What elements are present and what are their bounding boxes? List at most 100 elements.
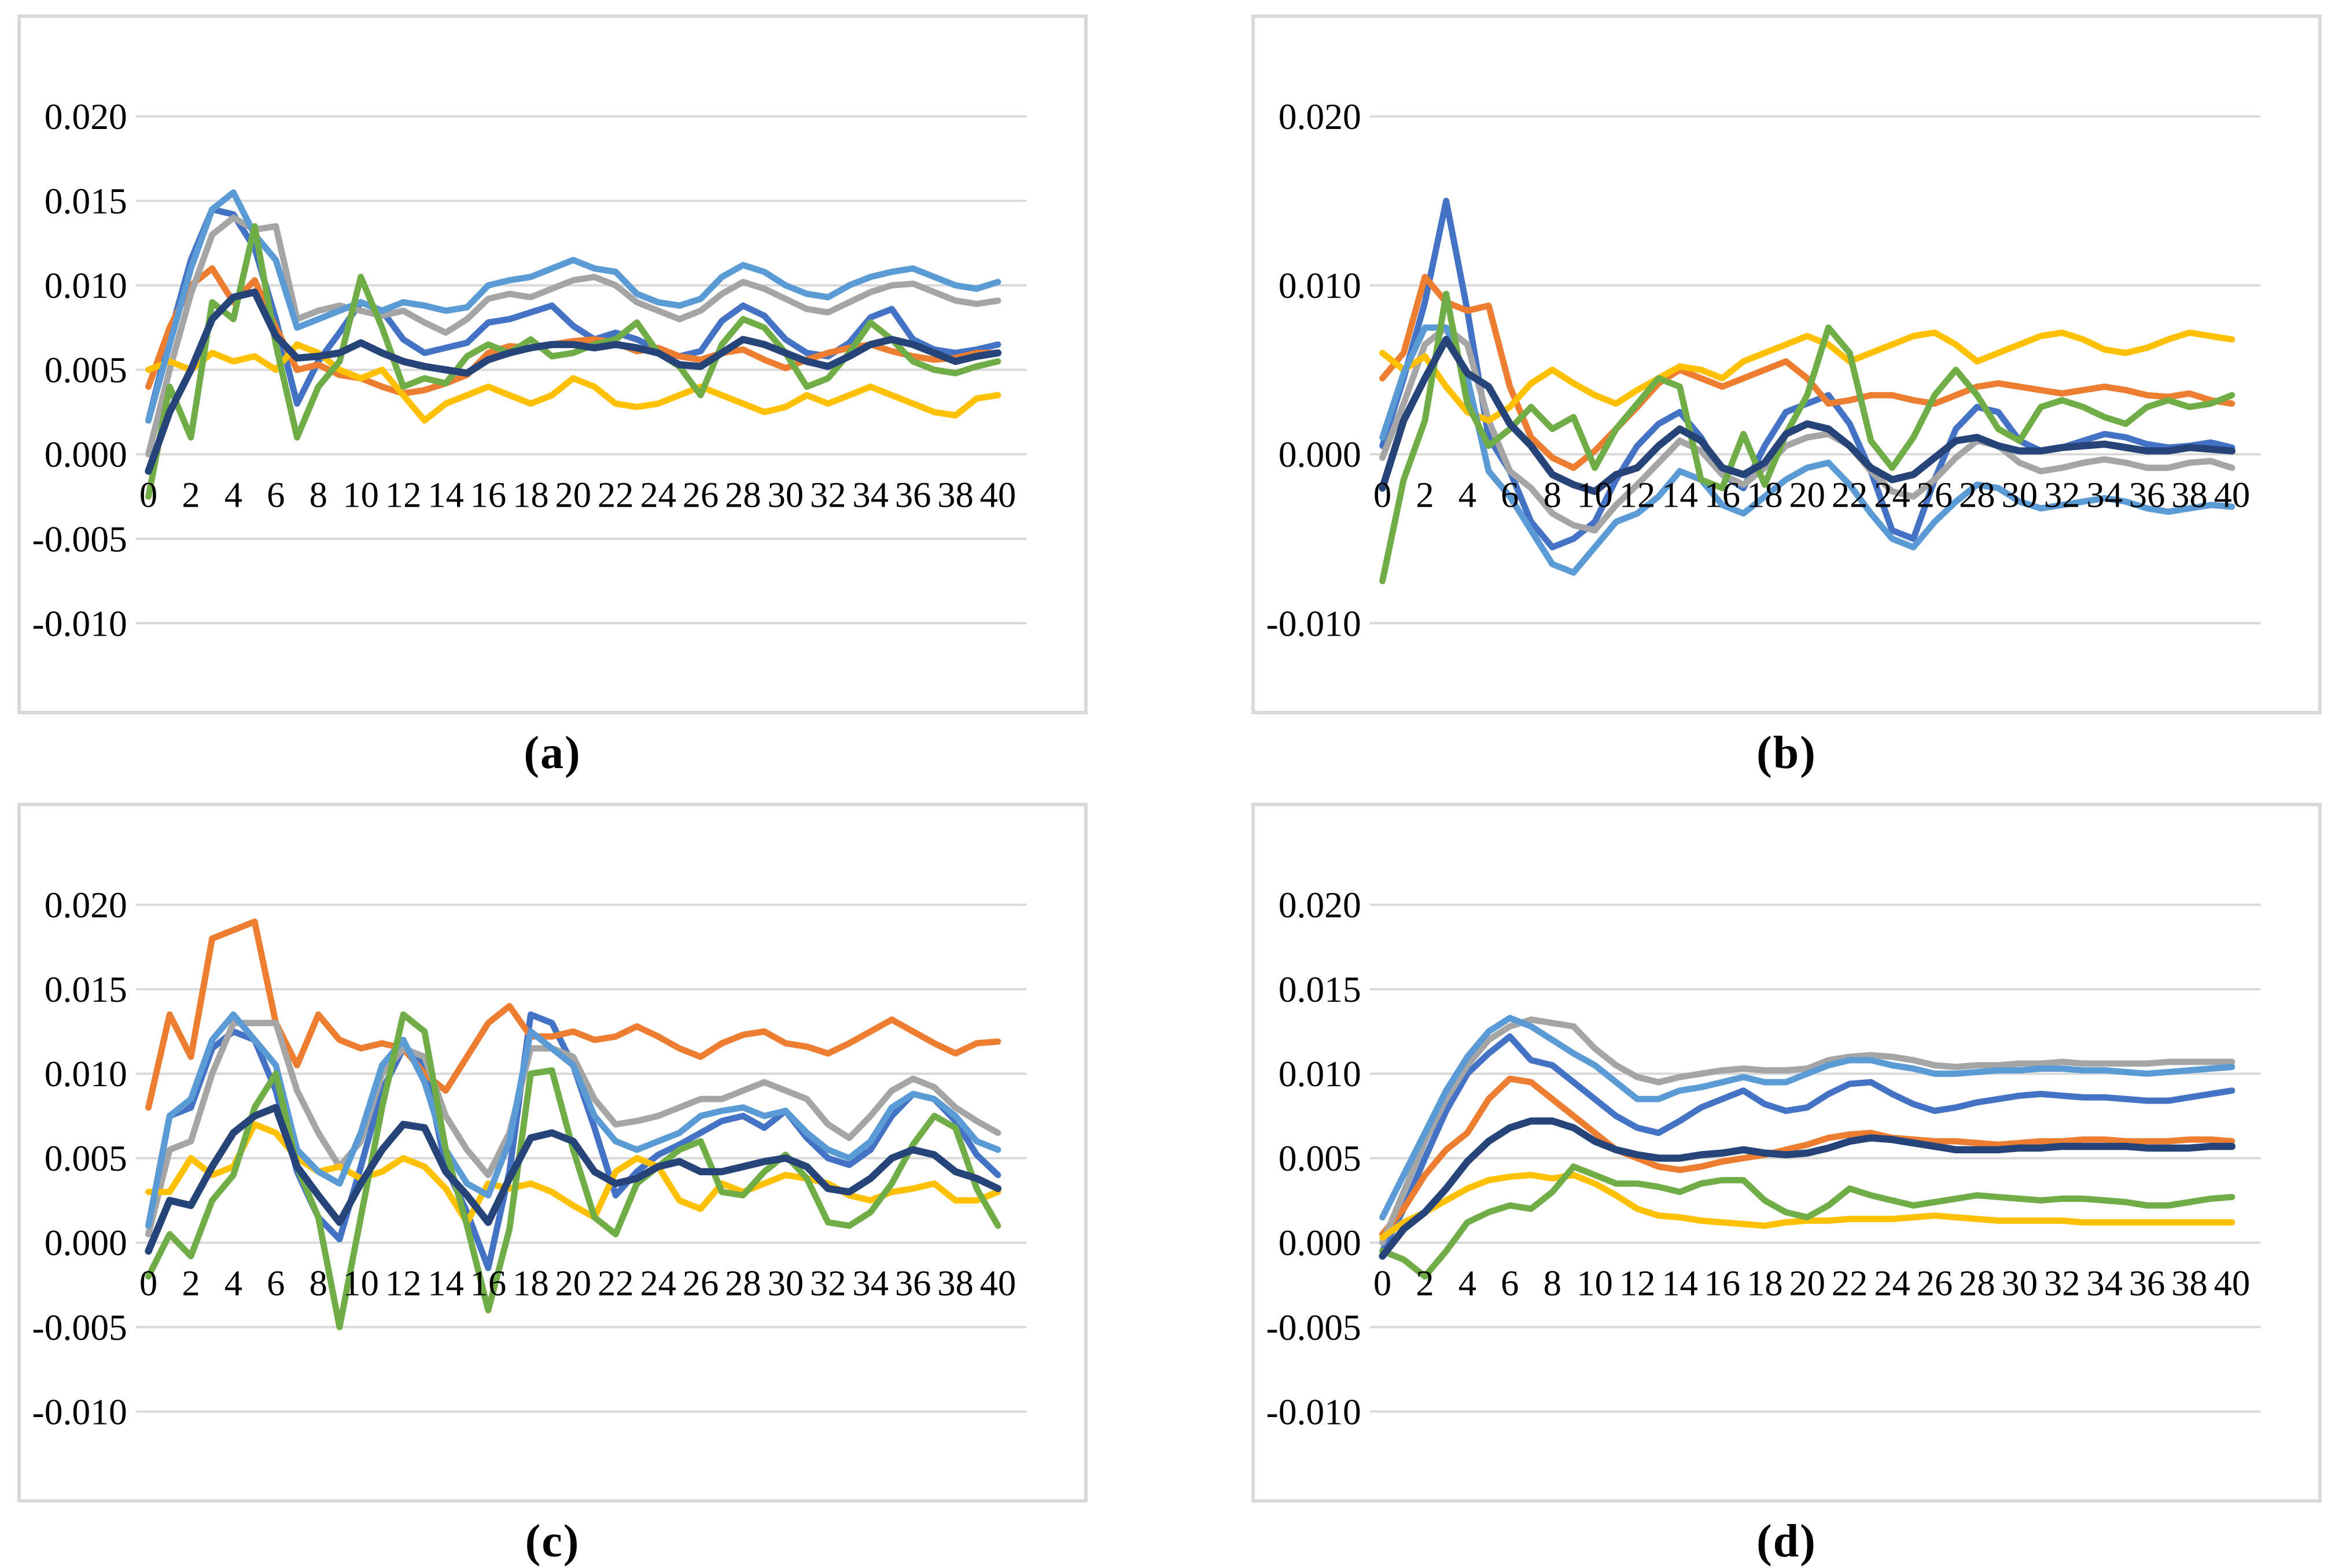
- y-tick-label: -0.010: [1266, 603, 1361, 644]
- x-tick-label: 26: [683, 1263, 719, 1304]
- series-line-navy: [145, 1104, 1002, 1255]
- x-tick-label: 24: [1874, 475, 1910, 515]
- series-line-light-blue: [1379, 1014, 2235, 1221]
- x-axis-labels: 0 2 4 6 8 10 12 14 16 18 20 22 24 26 28 30 32 34 36 38 40: [1373, 1263, 2250, 1304]
- x-tick-label: 14: [1662, 1263, 1698, 1304]
- x-axis-labels: 0 2 4 6 8 10 12 14 16 18 20 22 24 26 28 30 32 34 36 38 40: [139, 475, 1016, 515]
- y-axis-labels: 0.020 0.010 0.000 -0.010: [1266, 96, 1361, 644]
- x-tick-label: 4: [224, 475, 242, 515]
- series-line-orange: [1379, 1075, 2235, 1238]
- x-tick-label: 16: [1704, 1263, 1741, 1304]
- y-tick-label: 0.015: [1279, 969, 1361, 1010]
- chart-c-caption: (c): [525, 1516, 580, 1567]
- x-tick-label: 38: [2171, 1263, 2208, 1304]
- y-tick-label: 0.015: [45, 969, 127, 1010]
- chart-d-plot-box: 0.020 0.015 0.010 0.005 0.000 -0.005 -0.010 0 2 4…: [1251, 803, 2322, 1503]
- series-line-green: [145, 1011, 1001, 1330]
- series-line-light-blue: [145, 189, 1001, 424]
- y-tick-label: 0.005: [45, 349, 127, 390]
- series-line-navy: [145, 288, 1002, 475]
- y-axis-labels: 0.020 0.015 0.010 0.005 0.000 -0.005 -0.010: [32, 96, 127, 644]
- series-line-orange: [1379, 274, 2235, 471]
- y-axis-labels: 0.020 0.015 0.010 0.005 0.000 -0.005 -0.010: [1266, 884, 1361, 1432]
- x-tick-label: 10: [342, 1263, 379, 1304]
- x-tick-label: 10: [1576, 1263, 1613, 1304]
- y-tick-label: 0.020: [45, 96, 127, 137]
- x-tick-label: 20: [555, 475, 591, 515]
- x-tick-label: 40: [2214, 475, 2250, 515]
- x-tick-label: 22: [598, 1263, 634, 1304]
- y-tick-label: 0.000: [45, 434, 127, 475]
- y-tick-label: 0.010: [1279, 265, 1361, 306]
- x-tick-label: 28: [725, 475, 761, 515]
- y-tick-label: 0.020: [1279, 884, 1361, 925]
- x-tick-label: 30: [768, 475, 804, 515]
- y-tick-label: 0.015: [45, 180, 127, 222]
- x-tick-label: 30: [2002, 1263, 2038, 1304]
- series-line-orange: [145, 918, 1001, 1111]
- y-tick-label: 0.005: [1279, 1138, 1361, 1179]
- chart-a-plot-box: 0.020 0.015 0.010 0.005 0.000 -0.005 -0.010 0 2 4…: [17, 14, 1088, 714]
- x-tick-label: 2: [182, 1263, 200, 1304]
- x-tick-label: 40: [980, 1263, 1016, 1304]
- series-line-gray: [145, 1020, 1001, 1238]
- x-tick-label: 12: [385, 1263, 422, 1304]
- x-tick-label: 22: [1832, 1263, 1868, 1304]
- x-tick-label: 2: [1416, 475, 1434, 515]
- x-tick-label: 24: [1874, 1263, 1910, 1304]
- series-line-yellow: [1379, 1172, 2235, 1241]
- y-tick-label: -0.010: [1266, 1391, 1361, 1432]
- y-tick-label: 0.010: [45, 1053, 127, 1094]
- x-tick-label: 38: [937, 1263, 974, 1304]
- x-tick-label: 20: [1789, 475, 1825, 515]
- x-tick-label: 6: [267, 1263, 285, 1304]
- series-lines: [1379, 197, 2236, 584]
- x-tick-label: 32: [810, 475, 846, 515]
- x-tick-label: 38: [2171, 475, 2208, 515]
- x-tick-label: 4: [1458, 1263, 1476, 1304]
- y-tick-label: -0.010: [32, 603, 127, 644]
- x-tick-label: 18: [513, 1263, 549, 1304]
- x-tick-label: 8: [1544, 475, 1561, 515]
- x-tick-label: 36: [895, 1263, 931, 1304]
- series-lines: [1379, 1014, 2236, 1280]
- x-tick-label: 28: [1959, 1263, 1995, 1304]
- chart-d-caption: (d): [1756, 1516, 1817, 1567]
- x-tick-label: 8: [1544, 1263, 1561, 1304]
- x-tick-label: 30: [768, 1263, 804, 1304]
- y-tick-label: 0.000: [1279, 434, 1361, 475]
- x-tick-label: 12: [1619, 475, 1656, 515]
- x-tick-label: 0: [1373, 475, 1391, 515]
- chart-b-plot-box: 0.020 0.010 0.000 -0.010 0 2 4 6 8 10 12 14 16 18 20 22…: [1251, 14, 2322, 714]
- x-tick-label: 14: [428, 1263, 464, 1304]
- x-tick-label: 28: [1959, 475, 1995, 515]
- x-tick-label: 18: [1747, 475, 1783, 515]
- chart-panel-d: 0.020 0.015 0.010 0.005 0.000 -0.005 -0.010 0 2 4…: [1251, 803, 2322, 1568]
- x-tick-label: 6: [1501, 1263, 1519, 1304]
- x-tick-label: 16: [1704, 475, 1741, 515]
- y-tick-label: 0.000: [1279, 1222, 1361, 1263]
- x-tick-label: 22: [1832, 475, 1868, 515]
- x-tick-label: 8: [310, 1263, 327, 1304]
- x-tick-label: 34: [2086, 475, 2123, 515]
- x-tick-label: 14: [1662, 475, 1698, 515]
- y-tick-label: 0.005: [45, 1138, 127, 1179]
- y-tick-label: 0.010: [45, 265, 127, 306]
- chart-b-caption: (b): [1756, 728, 1817, 779]
- x-tick-label: 36: [2129, 1263, 2165, 1304]
- x-tick-label: 20: [1789, 1263, 1825, 1304]
- x-tick-label: 40: [2214, 1263, 2250, 1304]
- x-tick-label: 38: [937, 475, 974, 515]
- series-line-navy: [1379, 335, 2236, 495]
- x-tick-label: 32: [2044, 475, 2080, 515]
- x-tick-label: 8: [310, 475, 327, 515]
- x-axis-labels: 0 2 4 6 8 10 12 14 16 18 20 22 24 26 28 30 32 34 36 38 40: [1373, 475, 2250, 515]
- series-line-navy: [1379, 1117, 2236, 1260]
- series-line-blue: [145, 206, 1001, 424]
- series-line-gray: [1379, 324, 2235, 534]
- x-tick-label: 16: [470, 1263, 507, 1304]
- y-tick-label: -0.005: [32, 1307, 127, 1348]
- x-tick-label: 16: [470, 475, 507, 515]
- x-tick-label: 26: [683, 475, 719, 515]
